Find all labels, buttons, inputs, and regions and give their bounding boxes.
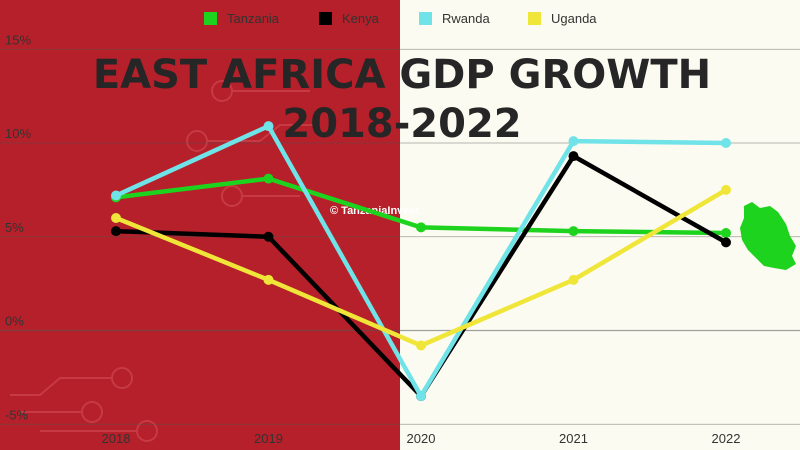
data-point	[263, 121, 274, 132]
data-point	[263, 173, 274, 184]
data-point	[568, 274, 579, 285]
legend-label: Uganda	[551, 11, 597, 26]
data-point	[263, 274, 274, 285]
series-uganda	[111, 184, 731, 351]
x-tick-label: 2021	[559, 431, 588, 446]
legend: Tanzania Kenya Rwanda Uganda	[204, 11, 597, 26]
data-point	[111, 213, 121, 223]
data-point	[721, 237, 731, 248]
data-point	[721, 184, 731, 195]
x-tick-label: 2019	[254, 431, 283, 446]
legend-label: Rwanda	[442, 11, 490, 26]
x-tick-label: 2020	[407, 431, 436, 446]
legend-swatch	[528, 12, 541, 25]
series-rwanda	[111, 121, 731, 402]
legend-swatch	[319, 12, 332, 25]
y-tick-label: 10%	[5, 126, 31, 141]
data-point	[111, 190, 121, 201]
data-point	[721, 228, 731, 238]
y-tick-label: -5%	[5, 407, 29, 422]
chart-title-line-2: 2018-2022	[282, 101, 521, 147]
legend-item-rwanda: Rwanda	[419, 11, 490, 26]
data-point	[568, 136, 579, 147]
tanzania-map-icon	[740, 202, 796, 270]
x-axis-ticks: 2018 2019 2020 2021 2022	[102, 431, 741, 446]
data-point	[568, 226, 579, 237]
chart-title-line-1: EAST AFRICA GDP GROWTH	[93, 52, 711, 98]
x-tick-label: 2018	[102, 431, 131, 446]
legend-swatch	[419, 12, 432, 25]
legend-item-kenya: Kenya	[319, 11, 380, 26]
legend-item-uganda: Uganda	[528, 11, 597, 26]
legend-swatch	[204, 12, 217, 25]
data-point	[721, 138, 731, 148]
y-axis-ticks: 15% 10% 5% 0% -5%	[5, 32, 31, 422]
right-background-panel	[400, 0, 800, 450]
x-tick-label: 2022	[712, 431, 741, 446]
data-point	[111, 226, 121, 237]
y-tick-label: 15%	[5, 32, 31, 47]
y-tick-label: 5%	[5, 220, 24, 235]
legend-label: Kenya	[342, 11, 380, 26]
data-point	[263, 231, 274, 242]
legend-label: Tanzania	[227, 11, 280, 26]
data-point	[416, 222, 426, 233]
data-point	[416, 391, 426, 402]
series-layer	[111, 121, 731, 402]
left-background-panel	[0, 0, 400, 450]
data-point	[568, 151, 579, 162]
y-tick-label: 0%	[5, 314, 24, 329]
data-point	[416, 340, 426, 351]
legend-item-tanzania: Tanzania	[204, 11, 280, 26]
